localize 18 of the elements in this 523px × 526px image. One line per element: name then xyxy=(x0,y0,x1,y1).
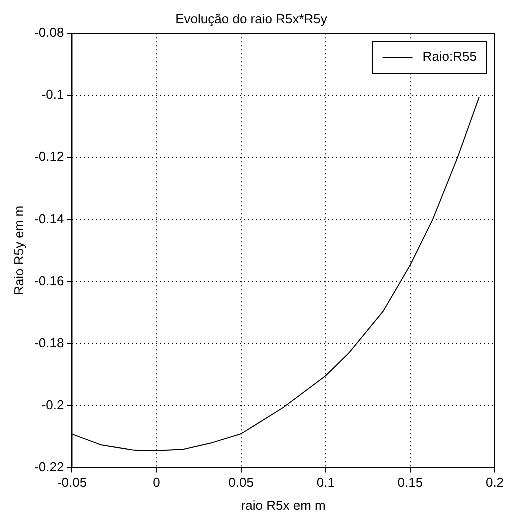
x-tick-label: 0.05 xyxy=(228,475,254,490)
x-tick-label: 0.2 xyxy=(486,475,504,490)
x-tick-label: 0 xyxy=(153,475,160,490)
y-tick-label: -0.08 xyxy=(34,25,64,40)
y-tick-label: -0.22 xyxy=(34,459,64,474)
y-tick-label: -0.14 xyxy=(34,211,64,226)
x-tick-label: 0.15 xyxy=(398,475,424,490)
y-tick-label: -0.2 xyxy=(42,397,64,412)
x-tick-label: 0.1 xyxy=(316,475,335,490)
y-axis-title: Raio R5y em m xyxy=(11,206,26,296)
x-tick-label: -0.05 xyxy=(57,475,88,490)
y-tick-label: -0.12 xyxy=(34,149,64,164)
chart-title: Evolução do raio R5x*R5y xyxy=(176,11,328,26)
legend-label: Raio:R55 xyxy=(422,49,478,64)
x-axis-title: raio R5x em m xyxy=(241,498,326,513)
y-tick-label: -0.18 xyxy=(34,335,64,350)
y-tick-label: -0.16 xyxy=(34,273,64,288)
y-tick-label: -0.1 xyxy=(42,87,64,102)
